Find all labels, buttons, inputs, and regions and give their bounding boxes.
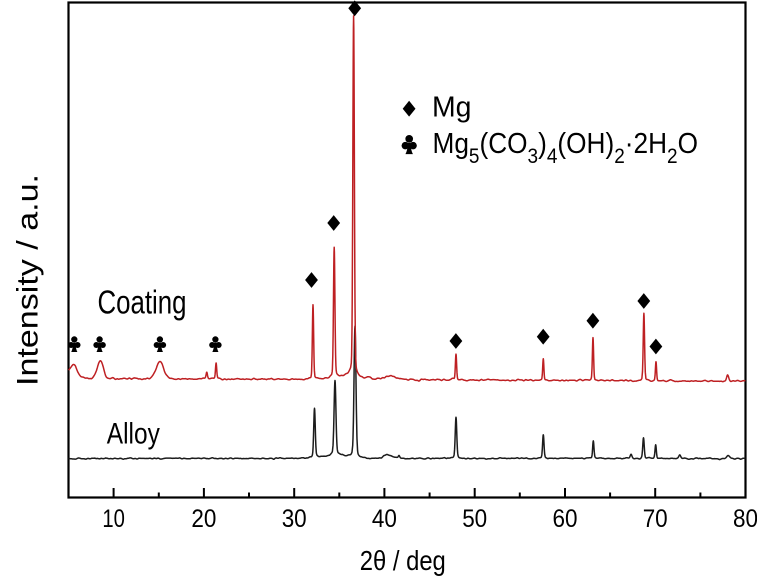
svg-text:20: 20	[191, 505, 216, 533]
svg-text:30: 30	[282, 505, 307, 533]
svg-text:70: 70	[643, 505, 668, 533]
svg-text:Alloy: Alloy	[107, 418, 160, 451]
svg-text:Intensity / a.u.: Intensity / a.u.	[12, 174, 45, 386]
svg-text:60: 60	[553, 505, 578, 533]
svg-text:80: 80	[733, 505, 757, 533]
svg-text:10: 10	[102, 505, 125, 533]
svg-text:Coating: Coating	[98, 284, 187, 321]
svg-text:Mg: Mg	[432, 92, 472, 124]
svg-text:2θ / deg: 2θ / deg	[360, 545, 446, 576]
svg-text:50: 50	[462, 505, 487, 533]
svg-text:40: 40	[372, 505, 397, 533]
